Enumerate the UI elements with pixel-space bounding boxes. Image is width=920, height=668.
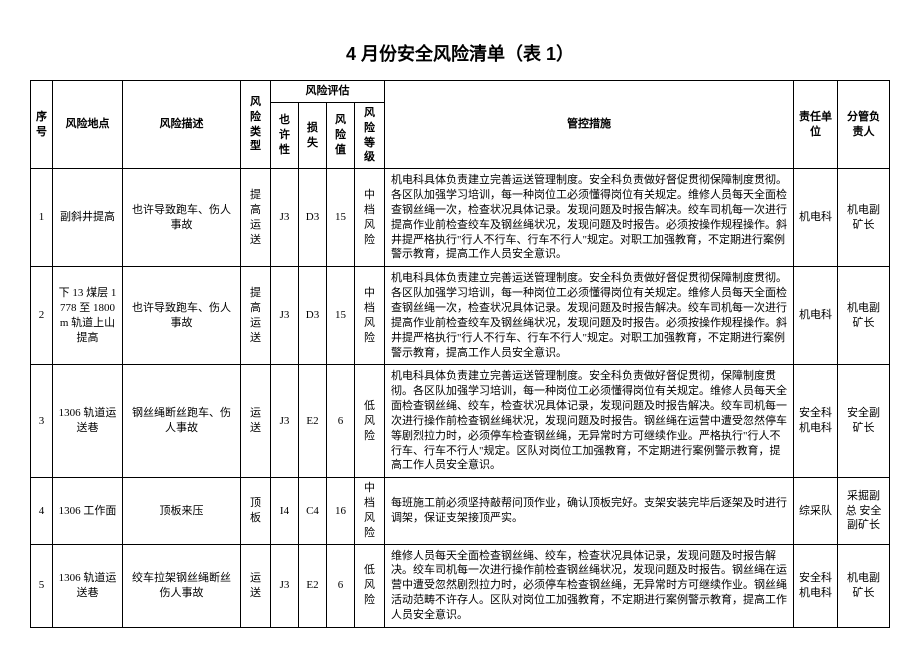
cell-value: 16 — [327, 478, 355, 544]
cell-location: 下 13 煤层 1778 至 1800m 轨道上山提高 — [53, 267, 123, 365]
cell-possibility: J3 — [271, 267, 299, 365]
cell-loss: D3 — [299, 267, 327, 365]
table-row: 1副斜井提高也许导致跑车、伤人事故提高运送J3D315中档风险机电科具体负责建立… — [31, 169, 890, 267]
cell-possibility: I4 — [271, 478, 299, 544]
cell-desc: 绞车拉架钢丝绳断丝伤人事故 — [123, 544, 241, 627]
cell-type: 顶板 — [241, 478, 271, 544]
cell-level: 低风险 — [355, 365, 385, 478]
cell-measures: 机电科具体负责建立完善运送管理制度。安全科负责做好督促贯彻保障制度贯彻。各区队加… — [385, 169, 794, 267]
col-level: 风险等级 — [355, 102, 385, 168]
cell-seq: 2 — [31, 267, 53, 365]
cell-type: 提高运送 — [241, 169, 271, 267]
cell-value: 6 — [327, 544, 355, 627]
table-row: 2下 13 煤层 1778 至 1800m 轨道上山提高也许导致跑车、伤人事故提… — [31, 267, 890, 365]
cell-manager: 机电副矿长 — [838, 169, 890, 267]
cell-loss: C4 — [299, 478, 327, 544]
cell-measures: 机电科具体负责建立完善运送管理制度。安全科负责做好督促贯彻保障制度贯彻。各区队加… — [385, 267, 794, 365]
cell-level: 中档风险 — [355, 267, 385, 365]
cell-location: 1306 工作面 — [53, 478, 123, 544]
cell-loss: E2 — [299, 544, 327, 627]
cell-level: 低风险 — [355, 544, 385, 627]
col-seq: 序号 — [31, 81, 53, 169]
col-measures: 管控措施 — [385, 81, 794, 169]
cell-measures: 每班施工前必须坚持敲帮问顶作业，确认顶板完好。支架安装完毕后逐架及时进行调架，保… — [385, 478, 794, 544]
cell-measures: 机电科具体负责建立完善运送管理制度。安全科负责做好督促贯彻，保障制度贯彻。各区队… — [385, 365, 794, 478]
cell-value: 15 — [327, 267, 355, 365]
col-manager: 分管负责人 — [838, 81, 890, 169]
cell-unit: 安全科 机电科 — [794, 544, 838, 627]
cell-desc: 顶板来压 — [123, 478, 241, 544]
cell-seq: 5 — [31, 544, 53, 627]
cell-possibility: J3 — [271, 169, 299, 267]
cell-type: 运送 — [241, 544, 271, 627]
cell-unit: 机电科 — [794, 169, 838, 267]
cell-seq: 1 — [31, 169, 53, 267]
col-possibility: 也许性 — [271, 102, 299, 168]
cell-possibility: J3 — [271, 544, 299, 627]
cell-seq: 3 — [31, 365, 53, 478]
cell-type: 运送 — [241, 365, 271, 478]
cell-possibility: J3 — [271, 365, 299, 478]
cell-manager: 采掘副总 安全副矿长 — [838, 478, 890, 544]
cell-seq: 4 — [31, 478, 53, 544]
cell-measures: 维修人员每天全面检查钢丝绳、绞车，检查状况具体记录，发现问题及时报告解决。绞车司… — [385, 544, 794, 627]
cell-level: 中档风险 — [355, 478, 385, 544]
page-title: 4 月份安全风险清单（表 1） — [30, 40, 890, 66]
cell-value: 15 — [327, 169, 355, 267]
cell-loss: D3 — [299, 169, 327, 267]
risk-table: 序号 风险地点 风险描述 风险类型 风险评估 管控措施 责任单位 分管负责人 也… — [30, 80, 890, 628]
cell-desc: 也许导致跑车、伤人事故 — [123, 169, 241, 267]
cell-level: 中档风险 — [355, 169, 385, 267]
cell-unit: 安全科 机电科 — [794, 365, 838, 478]
cell-manager: 机电副矿长 — [838, 267, 890, 365]
cell-location: 1306 轨道运送巷 — [53, 365, 123, 478]
table-row: 51306 轨道运送巷绞车拉架钢丝绳断丝伤人事故运送J3E26低风险维修人员每天… — [31, 544, 890, 627]
table-row: 31306 轨道运送巷钢丝绳断丝跑车、伤人事故运送J3E26低风险机电科具体负责… — [31, 365, 890, 478]
col-location: 风险地点 — [53, 81, 123, 169]
cell-type: 提高运送 — [241, 267, 271, 365]
col-type: 风险类型 — [241, 81, 271, 169]
cell-location: 副斜井提高 — [53, 169, 123, 267]
col-unit: 责任单位 — [794, 81, 838, 169]
table-row: 41306 工作面顶板来压顶板I4C416中档风险每班施工前必须坚持敲帮问顶作业… — [31, 478, 890, 544]
cell-manager: 安全副矿长 — [838, 365, 890, 478]
cell-unit: 机电科 — [794, 267, 838, 365]
table-body: 1副斜井提高也许导致跑车、伤人事故提高运送J3D315中档风险机电科具体负责建立… — [31, 169, 890, 628]
cell-location: 1306 轨道运送巷 — [53, 544, 123, 627]
col-value: 风险值 — [327, 102, 355, 168]
cell-desc: 也许导致跑车、伤人事故 — [123, 267, 241, 365]
col-assess-group: 风险评估 — [271, 81, 385, 103]
table-header: 序号 风险地点 风险描述 风险类型 风险评估 管控措施 责任单位 分管负责人 也… — [31, 81, 890, 169]
cell-value: 6 — [327, 365, 355, 478]
cell-manager: 机电副矿长 — [838, 544, 890, 627]
col-loss: 损失 — [299, 102, 327, 168]
col-desc: 风险描述 — [123, 81, 241, 169]
cell-unit: 综采队 — [794, 478, 838, 544]
cell-desc: 钢丝绳断丝跑车、伤人事故 — [123, 365, 241, 478]
cell-loss: E2 — [299, 365, 327, 478]
